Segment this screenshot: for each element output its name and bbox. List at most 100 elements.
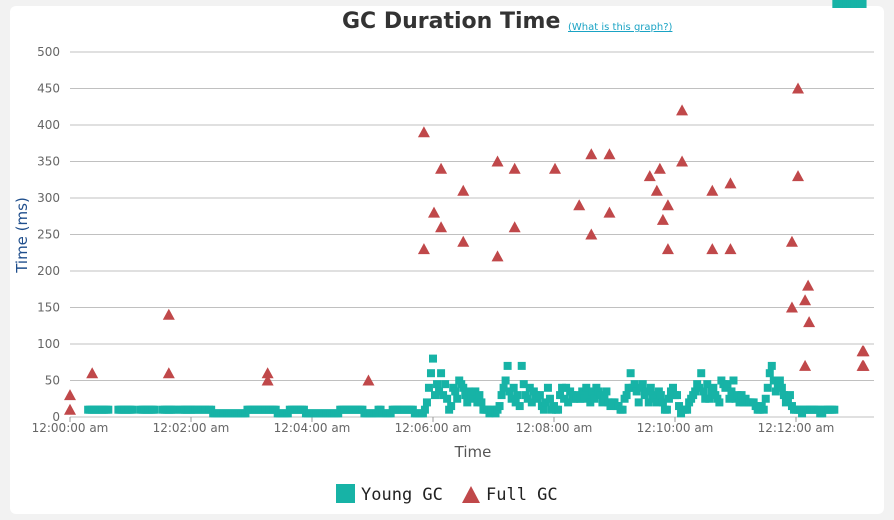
young-gc-point [644, 398, 653, 407]
legend-young-gc-label[interactable]: Young GC [361, 485, 443, 505]
young-gc-point [697, 369, 706, 378]
full-gc-point [724, 243, 737, 255]
legend-full-gc-label[interactable]: Full GC [486, 485, 558, 505]
young-gc-point [420, 405, 429, 414]
young-gc-point [426, 369, 435, 378]
young-gc-point [495, 402, 504, 411]
young-gc-point [830, 405, 839, 414]
full-gc-point [724, 177, 737, 189]
young-gc-point [554, 405, 563, 414]
young-gc-point [715, 398, 724, 407]
young-gc-point [656, 391, 665, 400]
young-gc-point [664, 394, 673, 403]
young-gc-point [193, 405, 202, 414]
y-tick-label: 300 [37, 191, 60, 205]
young-gc-point [584, 391, 593, 400]
y-axis-label: Time (ms) [13, 197, 31, 274]
young-gc-point [727, 387, 736, 396]
young-gc-point [453, 394, 462, 403]
young-gc-point [545, 394, 554, 403]
young-gc-point [775, 376, 784, 385]
young-gc-point [723, 380, 732, 389]
full-gc-point [803, 316, 816, 328]
young-gc-point [626, 369, 635, 378]
young-gc-point [777, 383, 786, 392]
young-gc-point [509, 383, 518, 392]
legend[interactable]: Young GC Full GC [336, 484, 558, 505]
young-gc-point [735, 398, 744, 407]
young-gc-point [582, 383, 591, 392]
full-gc-point [653, 162, 666, 174]
young-gc-point [477, 398, 486, 407]
full-gc-point [428, 206, 441, 218]
full-gc-point [603, 148, 616, 160]
young-gc-point [475, 391, 484, 400]
what-is-this-graph-link[interactable]: (What is this graph?) [568, 22, 673, 33]
young-gc-point [683, 405, 692, 414]
young-gc-point [618, 405, 627, 414]
young-gc-point [515, 402, 524, 411]
young-gc-point [642, 387, 651, 396]
young-gc-point [588, 387, 597, 396]
young-gc-series [84, 0, 867, 418]
young-gc-point [586, 398, 595, 407]
y-tick-label: 350 [37, 155, 60, 169]
young-gc-point [652, 398, 661, 407]
full-gc-series [64, 82, 870, 415]
young-gc-point [564, 398, 573, 407]
young-gc-point [759, 405, 768, 414]
young-gc-point [556, 391, 565, 400]
young-gc-point [505, 387, 514, 396]
young-gc-point [765, 369, 774, 378]
full-gc-point [706, 243, 719, 255]
young-gc-point [600, 394, 609, 403]
full-gc-point [64, 389, 76, 401]
young-gc-point [763, 383, 772, 392]
young-gc-point [785, 391, 794, 400]
young-gc-point [431, 391, 440, 400]
x-tick-label: 12:02:00 am [153, 421, 230, 435]
young-gc-point [699, 387, 708, 396]
full-gc-point [792, 82, 805, 94]
x-axis-tick-labels: 12:00:00 am 12:02:00 am 12:04:00 am 12:06:0… [32, 421, 835, 435]
full-gc-point [491, 250, 504, 262]
y-tick-label: 200 [37, 264, 60, 278]
full-gc-point [676, 104, 689, 116]
young-gc-point [519, 380, 528, 389]
young-gc-point [590, 394, 599, 403]
full-gc-point [435, 162, 448, 174]
young-gc-point [543, 383, 552, 392]
young-gc-point [705, 394, 714, 403]
young-gc-point [459, 383, 468, 392]
young-gc-point [473, 398, 482, 407]
full-gc-point [585, 228, 598, 240]
full-gc-point [417, 126, 430, 138]
young-gc-point [662, 405, 671, 414]
full-gc-point [857, 345, 870, 357]
full-gc-point [435, 221, 448, 233]
young-gc-point [576, 394, 585, 403]
young-gc-point [539, 405, 548, 414]
x-tick-label: 12:04:00 am [274, 421, 351, 435]
chart-title: GC Duration Time [342, 9, 561, 34]
young-gc-point [437, 369, 446, 378]
young-gc-point [469, 394, 478, 403]
young-gc-point [503, 361, 512, 370]
young-gc-point [725, 394, 734, 403]
young-gc-point [447, 402, 456, 411]
y-tick-label: 250 [37, 228, 60, 242]
full-gc-point [792, 170, 805, 182]
y-tick-label: 100 [37, 337, 60, 351]
young-gc-point [602, 387, 611, 396]
x-tick-label: 12:08:00 am [516, 421, 593, 435]
full-gc-point [706, 184, 719, 196]
full-gc-point [64, 403, 76, 415]
x-tick-label: 12:10:00 am [637, 421, 714, 435]
young-gc-point [695, 383, 704, 392]
young-gc-point [771, 387, 780, 396]
y-tick-label: 0 [52, 410, 60, 424]
young-gc-point [767, 361, 776, 370]
young-gc-point [497, 391, 506, 400]
young-gc-point [541, 398, 550, 407]
young-gc-point [646, 383, 655, 392]
